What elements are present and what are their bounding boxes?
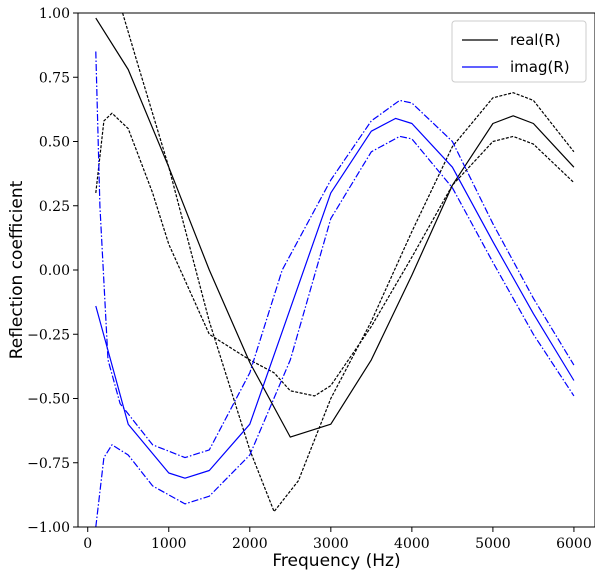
legend-label-real: real(R) [510,31,561,49]
y-tick-label: −0.50 [27,392,70,408]
series-line-1 [95,112,575,397]
y-tick-label: 0.25 [39,199,70,215]
series-line-0 [95,17,575,438]
x-tick-label: 5000 [475,536,511,552]
series-line-3 [95,117,575,479]
y-tick-label: 1.00 [39,6,70,22]
y-tick-label: −0.25 [27,327,70,343]
series-line-5 [95,135,575,527]
y-tick-label: −0.75 [27,456,70,472]
y-tick-label: −1.00 [27,520,70,536]
x-tick-label: 3000 [313,536,349,552]
x-tick-label: 2000 [232,536,268,552]
ticks-layer: 0 1000 2000 3000 4000 5000 6000 −1.00 −0.75 −0.50… [27,6,592,552]
y-tick-label: 0.00 [39,263,70,279]
series-line-4 [95,51,575,459]
legend: real(R) imag(R) [451,20,587,83]
x-tick-label: 6000 [556,536,592,552]
x-axis-label: Frequency (Hz) [272,551,400,571]
y-axis-label: Reflection coefficient [7,180,27,359]
y-tick-label: 0.50 [39,135,70,151]
x-tick-label: 1000 [151,536,187,552]
legend-label-imag: imag(R) [510,58,570,76]
y-tick-label: 0.75 [39,70,70,86]
x-tick-label: 4000 [394,536,430,552]
series-layer [95,13,575,527]
series-line-2 [122,13,575,513]
x-tick-label: 0 [83,536,92,552]
